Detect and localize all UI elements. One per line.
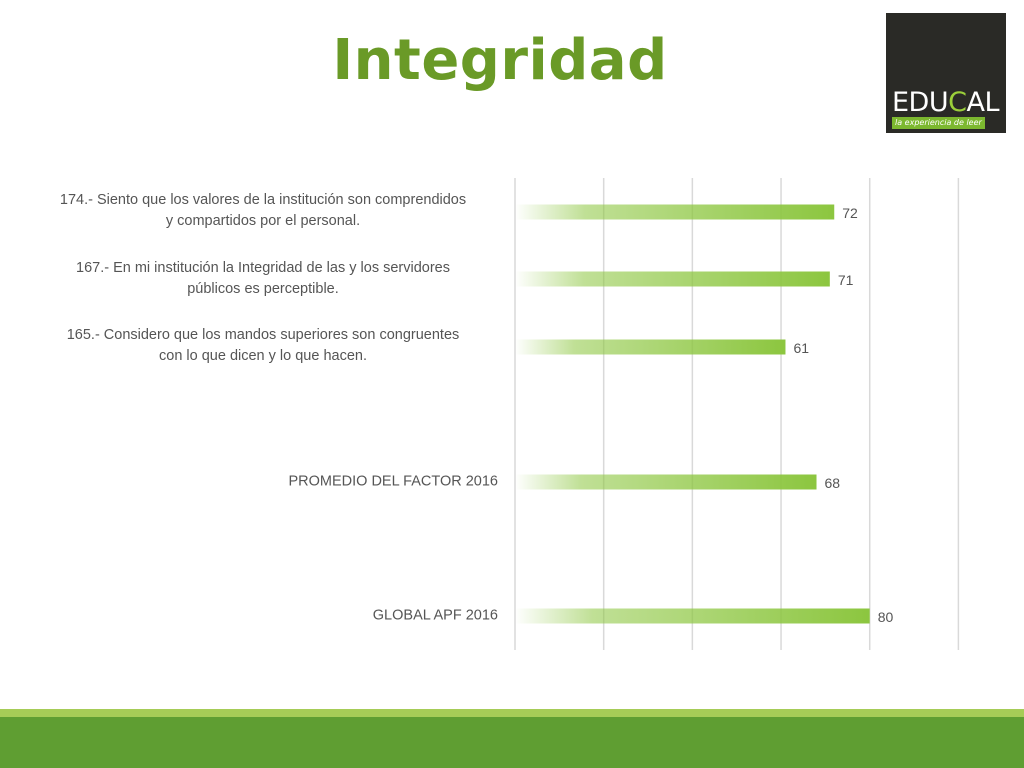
category-label-line: 167.- En mi institución la Integridad de…: [76, 260, 450, 276]
chart-gridlines: [514, 178, 960, 650]
category-label: 167.- En mi institución la Integridad de…: [28, 258, 498, 300]
category-label-line: públicos es perceptible.: [187, 281, 339, 297]
category-label-line: GLOBAL APF 2016: [372, 607, 498, 624]
category-label: GLOBAL APF 2016: [28, 606, 498, 627]
page-title: Integridad: [332, 28, 668, 93]
chart-bars: [515, 204, 870, 624]
bar: [515, 204, 835, 220]
category-label-line: 165.- Considero que los mandos superiore…: [66, 327, 460, 343]
bar-value-label: 80: [878, 609, 894, 625]
category-label-line: 174.- Siento que los valores de la insti…: [59, 192, 467, 208]
bar: [515, 271, 830, 287]
chart-data-labels: 72 71 61 68 80: [793, 205, 893, 625]
bar-value-label: 71: [838, 272, 854, 288]
bar-value-label: 72: [842, 205, 858, 221]
category-label-line: con lo que dicen y lo que hacen.: [159, 348, 367, 364]
category-label: 174.- Siento que los valores de la insti…: [28, 190, 498, 232]
logo-wordmark: EDUCAL: [892, 87, 999, 118]
category-label: PROMEDIO DEL FACTOR 2016: [28, 472, 498, 493]
bar-value-label: 68: [825, 475, 841, 491]
educal-logo: EDUCAL la experiencia de leer: [886, 13, 1006, 133]
logo-tagline: la experiencia de leer: [892, 117, 985, 129]
category-label: 165.- Considero que los mandos superiore…: [28, 325, 498, 367]
footer-accent-stripe: [0, 709, 1024, 717]
footer-band: [0, 717, 1024, 768]
bar: [515, 339, 786, 355]
bar-value-label: 61: [793, 340, 809, 356]
bar: [515, 608, 870, 624]
bar: [515, 474, 817, 490]
category-label-line: y compartidos por el personal.: [165, 213, 361, 229]
bar-chart: 72 71 61 68 80: [514, 178, 960, 650]
category-label-line: PROMEDIO DEL FACTOR 2016: [288, 473, 498, 490]
